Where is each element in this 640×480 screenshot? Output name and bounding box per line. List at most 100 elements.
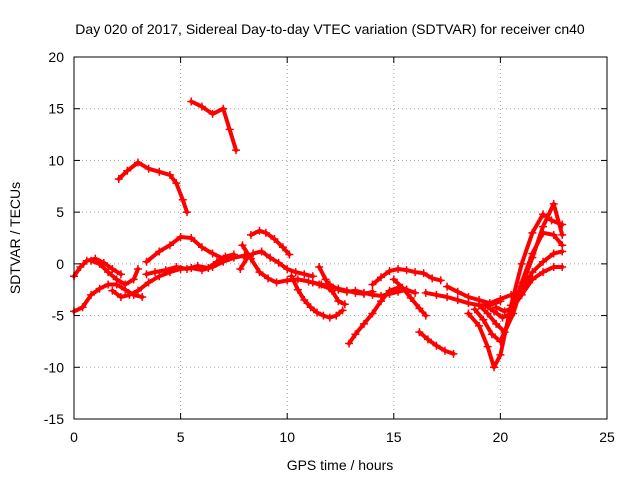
data-point-marker [359,288,368,297]
data-point-marker [411,288,420,297]
data-point-marker [389,275,398,284]
data-point-marker [123,166,132,175]
data-point-marker [470,305,479,314]
series-arc20 [421,288,505,310]
data-point-marker [359,319,368,328]
data-point-marker [270,235,279,244]
data-point-marker [95,284,104,293]
data-point-marker [496,337,505,346]
data-point-marker [208,109,217,118]
series-arc3 [87,256,142,289]
data-point-marker [549,249,558,258]
data-point-marker [197,102,206,111]
data-point-marker [432,341,441,350]
x-tick-label: 0 [70,429,78,445]
data-point-marker [517,259,526,268]
data-point-marker [528,275,537,284]
data-point-marker [108,286,117,295]
data-point-marker [449,349,458,358]
data-point-marker [291,268,300,277]
data-point-marker [266,253,275,262]
data-point-marker [133,265,142,274]
plot-frame [73,56,608,420]
series-arc18 [389,275,430,320]
data-point-marker [415,328,424,337]
data-point-marker [236,265,245,274]
data-point-marker [345,339,354,348]
data-point-marker [176,232,185,241]
y-tick-label: 10 [48,152,64,168]
series-arc7 [142,232,228,266]
data-point-marker [428,274,437,283]
data-point-marker [114,175,123,184]
data-point-marker [351,330,360,339]
data-point-marker [142,270,151,279]
data-point-marker [558,230,567,239]
series-arc19 [415,328,458,358]
data-point-marker [261,228,270,237]
data-point-marker [406,293,415,302]
data-point-marker [197,243,206,252]
data-point-marker [278,243,287,252]
data-point-marker [475,321,484,330]
data-point-marker [338,306,347,315]
data-point-marker [116,292,125,301]
data-point-marker [287,272,296,281]
data-point-marker [421,311,430,320]
data-point-marker [313,308,322,317]
data-point-marker [423,335,432,344]
data-point-marker [440,346,449,355]
series-arc8 [142,250,238,279]
data-point-marker [549,230,558,239]
data-point-marker [315,262,324,271]
data-point-marker [496,350,505,359]
data-point-marker [539,257,548,266]
data-point-marker [116,270,125,279]
data-point-marker [558,262,567,271]
data-point-marker [432,290,441,299]
series-line [144,252,236,277]
data-point-marker [415,304,424,313]
data-point-marker [264,274,273,283]
data-point-marker [95,259,104,268]
series-line [327,282,409,298]
data-point-marker [402,266,411,275]
series-arc2 [70,280,147,316]
data-point-marker [155,247,164,256]
series-arc26 [492,262,567,316]
data-point-marker [182,208,191,217]
data-point-marker [187,234,196,242]
data-point-marker [133,158,142,167]
data-series-layer [70,97,567,372]
data-point-marker [342,287,351,296]
data-point-marker [161,266,170,275]
data-point-marker [272,278,281,287]
data-point-marker [221,252,230,261]
data-point-marker [317,280,326,289]
data-point-marker [172,262,181,271]
data-point-marker [549,262,558,271]
data-point-marker [528,253,537,262]
data-point-marker [496,295,505,304]
data-point-marker [219,104,228,113]
data-point-marker [539,268,548,277]
data-point-marker [368,309,377,318]
data-point-marker [464,309,473,318]
data-point-marker [483,309,492,318]
data-point-marker [539,222,548,231]
data-point-marker [490,307,499,316]
data-point-marker [104,268,113,277]
data-point-marker [306,303,315,312]
data-point-marker [453,296,462,305]
data-point-marker [500,328,509,337]
series-arc17 [368,265,445,289]
data-point-marker [507,309,516,318]
data-point-marker [398,283,407,292]
data-point-marker [528,268,537,277]
data-point-marker [443,282,452,291]
x-tick-label: 25 [599,429,615,445]
data-point-marker [232,146,241,155]
data-point-marker [479,315,488,324]
data-point-marker [528,228,537,237]
